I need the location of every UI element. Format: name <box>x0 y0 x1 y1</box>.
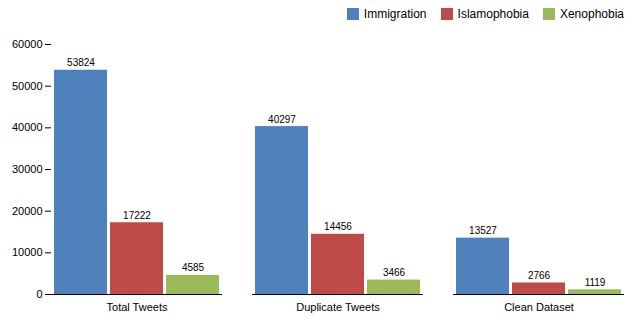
svg-text:Clean Dataset: Clean Dataset <box>504 301 574 313</box>
svg-text:13527: 13527 <box>469 225 497 236</box>
svg-text:20000: 20000 <box>12 205 43 217</box>
svg-text:50000: 50000 <box>12 80 43 92</box>
svg-text:10000: 10000 <box>12 246 43 258</box>
html-text:Immigration: Immigration <box>363 7 427 21</box>
svg-text:3466: 3466 <box>383 267 406 278</box>
svg-text:0: 0 <box>36 288 42 300</box>
svg-text:40000: 40000 <box>12 121 43 133</box>
svg-text:Duplicate Tweets: Duplicate Tweets <box>296 301 380 313</box>
svg-text:Total Tweets: Total Tweets <box>107 301 168 313</box>
svg-text:40297: 40297 <box>268 114 296 125</box>
svg-text:17222: 17222 <box>123 210 151 221</box>
svg-text:14456: 14456 <box>324 221 352 232</box>
svg-text:30000: 30000 <box>12 163 43 175</box>
svg-text:1119: 1119 <box>585 277 606 288</box>
html-text:Xenophobia: Xenophobia <box>559 7 624 21</box>
svg-text:4585: 4585 <box>182 262 205 273</box>
html-text:Islamophobia: Islamophobia <box>457 7 529 21</box>
svg-text:53824: 53824 <box>67 57 95 68</box>
svg-text:60000: 60000 <box>12 38 43 50</box>
svg-text:2766: 2766 <box>528 270 551 281</box>
